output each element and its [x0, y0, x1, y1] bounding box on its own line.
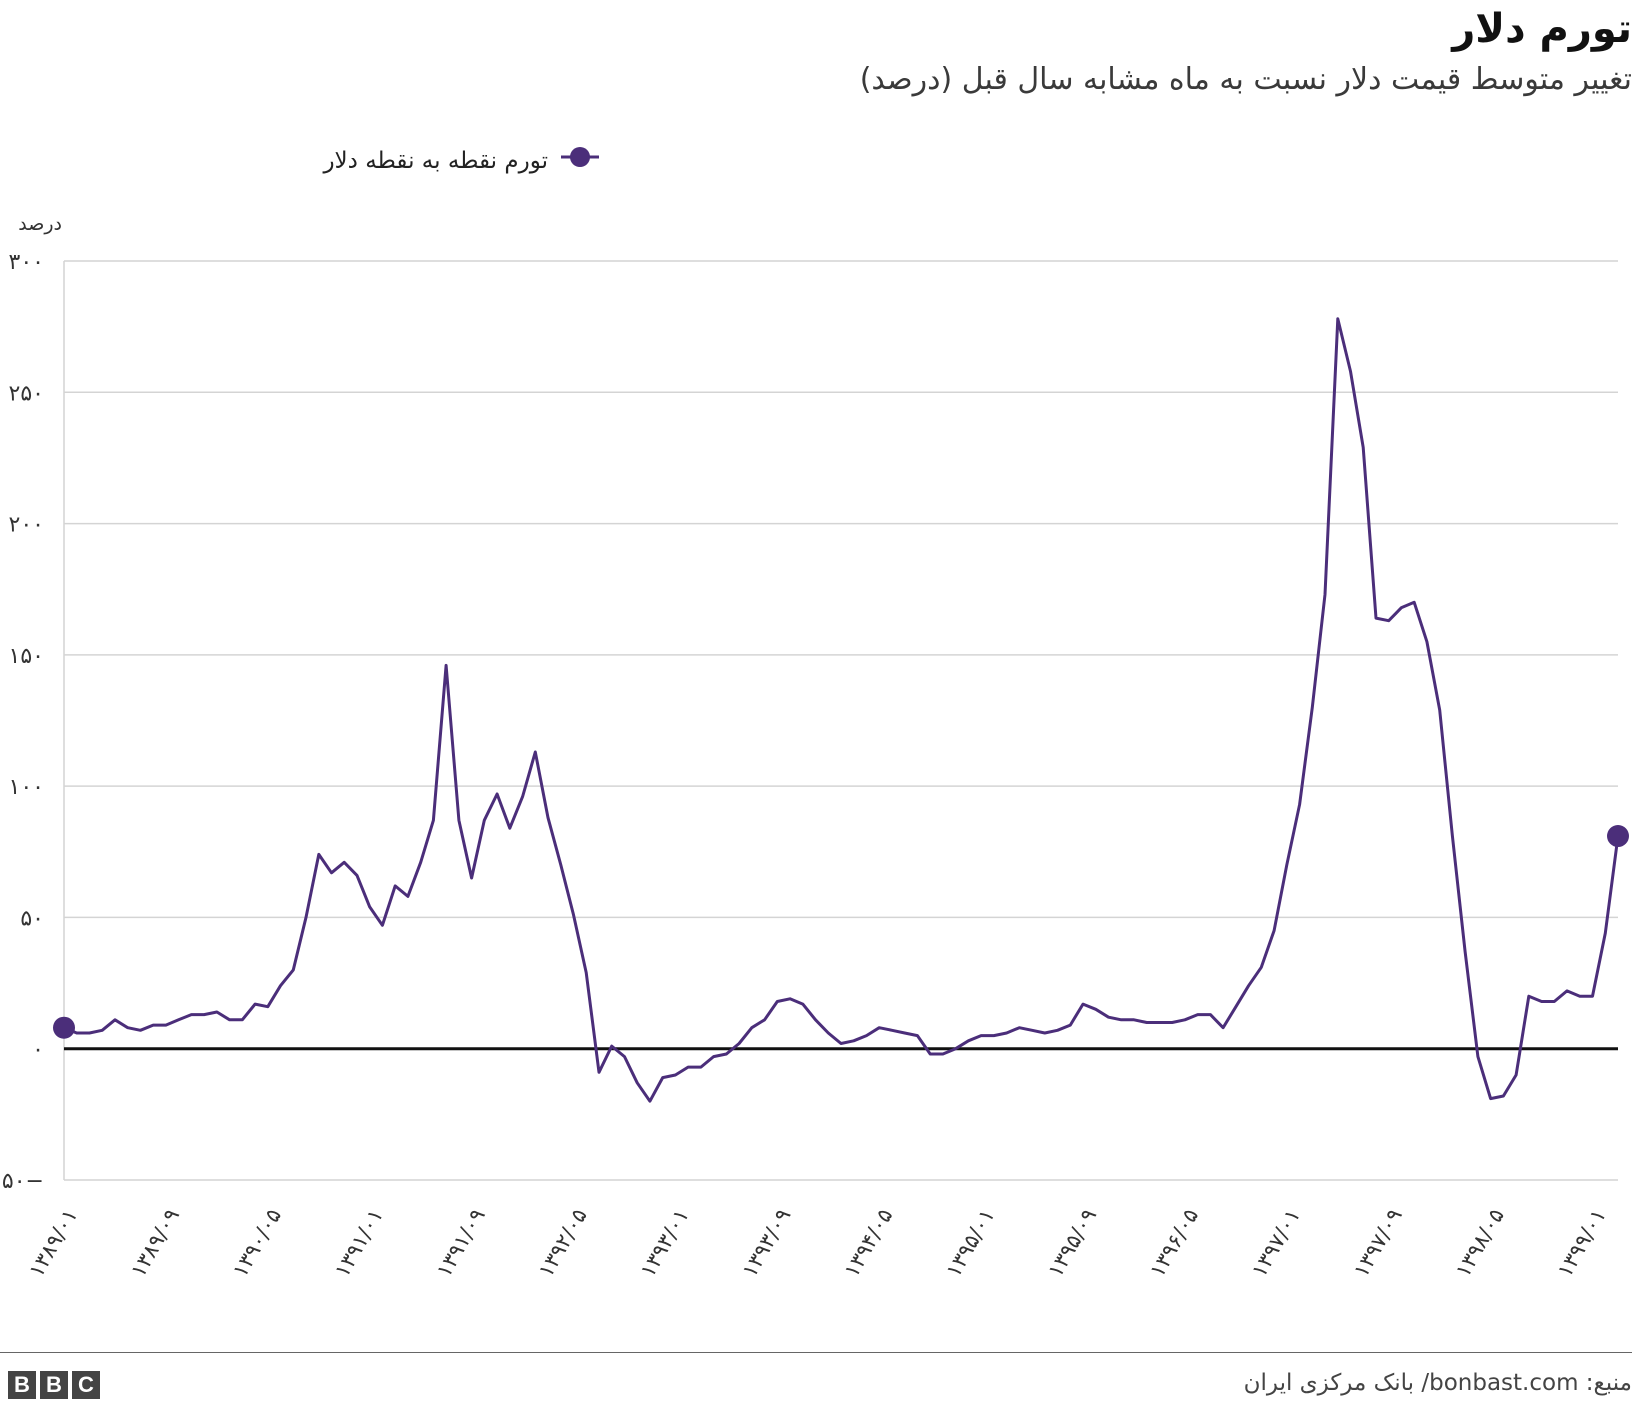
- y-tick-labels: ۳۰۰ ۲۵۰ ۲۰۰ ۱۵۰ ۱۰۰ ۵۰ ۰ ۵۰−: [2, 250, 44, 1194]
- x-tick-label: ۱۳۹۱/۰۱: [330, 1205, 388, 1282]
- y-tick-label: ۱۰۰: [9, 775, 44, 800]
- source-note: منبع: bonbast.com/ بانک مرکزی ایران: [1243, 1370, 1632, 1396]
- y-axis-label: درصد: [18, 213, 62, 235]
- series-line: [62, 317, 1620, 1103]
- y-tick-label: ۱۵۰: [9, 644, 44, 669]
- chart-title: تورم دلار: [1452, 6, 1632, 52]
- x-tick-label: ۱۳۹۵/۰۹: [1043, 1205, 1101, 1282]
- bbc-logo: B B C: [8, 1371, 100, 1399]
- x-tick-label: ۱۳۹۴/۰۵: [839, 1205, 897, 1282]
- legend: تورم نقطه به نقطه دلار: [322, 147, 599, 174]
- legend-marker: [570, 147, 590, 167]
- logo-letter: C: [72, 1371, 100, 1399]
- x-tick-label: ۱۳۹۲/۰۵: [534, 1205, 592, 1282]
- y-tick-label: ۳۰۰: [9, 250, 44, 275]
- grid-lines: [63, 260, 1618, 1181]
- x-tick-label: ۱۳۹۰/۰۵: [228, 1205, 286, 1282]
- chart-subtitle: تغییر متوسط قیمت دلار نسبت به ماه مشابه …: [859, 62, 1632, 97]
- x-tick-label: ۱۳۹۱/۰۹: [432, 1205, 490, 1282]
- x-tick-label: ۱۳۹۹/۰۱: [1553, 1205, 1611, 1282]
- x-tick-label: ۱۳۹۶/۰۵: [1145, 1205, 1203, 1282]
- start-point-marker: [53, 1016, 75, 1039]
- legend-label: تورم نقطه به نقطه دلار: [322, 148, 548, 174]
- x-tick-label: ۱۳۹۷/۰۹: [1349, 1205, 1407, 1282]
- logo-letter: B: [40, 1371, 68, 1399]
- x-tick-label: ۱۳۸۹/۰۱: [24, 1205, 82, 1282]
- footer-divider: [0, 1352, 1632, 1353]
- x-tick-label: ۱۳۸۹/۰۹: [126, 1205, 184, 1282]
- x-tick-label: ۱۳۹۸/۰۵: [1451, 1205, 1509, 1282]
- end-point-marker: [1607, 825, 1629, 848]
- x-tick-label: ۱۳۹۷/۰۱: [1247, 1205, 1305, 1282]
- line-chart: تورم نقطه به نقطه دلار درصد ۳۰۰ ۲۵۰ ۲۰۰ ۱۵۰…: [2, 147, 1629, 1282]
- series-group: [53, 317, 1629, 1103]
- logo-letter: B: [8, 1371, 36, 1399]
- y-tick-label: ۲۰۰: [9, 513, 44, 538]
- x-tick-labels: ۱۳۸۹/۰۱ ۱۳۸۹/۰۹ ۱۳۹۰/۰۵ ۱۳۹۱/۰۱ ۱۳۹۱/۰۹ ۱۳۹۲/…: [24, 1205, 1611, 1282]
- x-tick-label: ۱۳۹۳/۰۹: [737, 1205, 795, 1282]
- y-tick-label: ۵۰: [20, 906, 44, 931]
- x-tick-label: ۱۳۹۳/۰۱: [636, 1205, 694, 1282]
- x-tick-label: ۱۳۹۵/۰۱: [941, 1205, 999, 1282]
- y-tick-label: ۰: [32, 1038, 44, 1063]
- y-tick-label: ۲۵۰: [9, 381, 44, 406]
- y-tick-label: ۵۰−: [2, 1169, 44, 1194]
